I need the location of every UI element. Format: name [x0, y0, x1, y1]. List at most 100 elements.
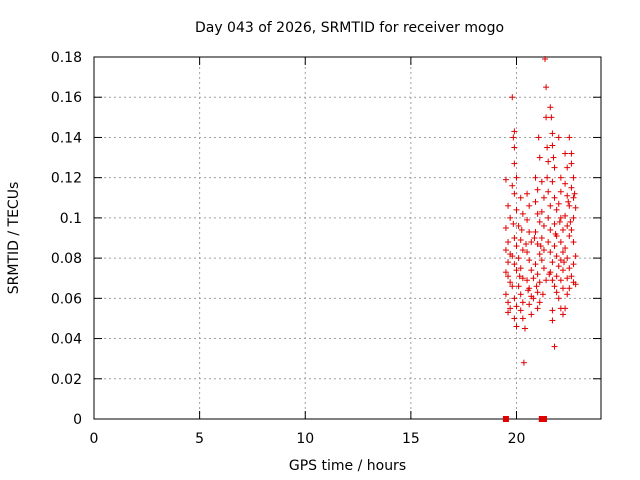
data-point: [568, 226, 575, 233]
data-point: [551, 283, 558, 290]
data-point: [516, 273, 523, 280]
data-point: [507, 214, 514, 221]
data-point: [556, 218, 563, 225]
ticks: [93, 56, 601, 420]
data-point: [533, 283, 540, 290]
data-point: [559, 285, 566, 292]
data-point: [505, 202, 512, 209]
data-point: [551, 343, 558, 350]
data-point: [526, 301, 533, 308]
data-point: [502, 247, 509, 254]
data-point: [517, 237, 524, 244]
data-point: [555, 263, 562, 270]
data-point: [505, 239, 512, 246]
data-point: [511, 295, 518, 302]
data-point: [521, 325, 528, 332]
y-tick-label: 0.08: [51, 251, 82, 267]
data-point: [518, 226, 525, 233]
data-point: [534, 241, 541, 248]
data-point: [511, 315, 518, 322]
data-point: [519, 299, 526, 306]
data-point: [519, 315, 526, 322]
data-point: [553, 206, 560, 213]
data-point: [537, 243, 544, 250]
data-point: [526, 202, 533, 209]
data-point: [532, 261, 539, 268]
data-point: [513, 243, 520, 250]
data-point: [557, 188, 564, 195]
data-point: [562, 245, 569, 252]
data-point: [538, 178, 545, 185]
data-point: [515, 222, 522, 229]
data-point: [511, 160, 518, 167]
data-point: [544, 174, 551, 181]
data-point: [564, 164, 571, 171]
data-point: [562, 180, 569, 187]
data-point: [553, 253, 560, 260]
y-tick-label: 0: [73, 412, 82, 428]
data-point: [509, 283, 516, 290]
x-axis-label: GPS time / hours: [289, 458, 406, 474]
data-point: [545, 158, 552, 165]
data-point: [524, 249, 531, 256]
data-point: [557, 174, 564, 181]
data-point: [564, 222, 571, 229]
data-point: [568, 184, 575, 191]
data-point: [570, 261, 577, 268]
y-tick-label: 0.1: [60, 211, 82, 227]
data-point: [538, 257, 545, 264]
data-point: [543, 114, 550, 121]
data-point: [545, 239, 552, 246]
data-point: [534, 271, 541, 278]
data-point: [564, 255, 571, 262]
data-point: [555, 200, 562, 207]
data-point: [551, 194, 558, 201]
data-point: [553, 273, 560, 280]
y-axis-label: SRMTID / TECUs: [6, 182, 22, 295]
data-point: [545, 188, 552, 195]
data-point: [549, 130, 556, 137]
data-point: [513, 206, 520, 213]
data-point: [570, 174, 577, 181]
data-point: [564, 192, 571, 199]
data-point: [502, 224, 509, 231]
data-point: [572, 253, 579, 260]
y-tick-label: 0.06: [51, 291, 82, 307]
data-point: [550, 154, 557, 161]
data-point: [549, 178, 556, 185]
data-point: [559, 226, 566, 233]
data-point: [513, 174, 520, 181]
data-point: [530, 295, 537, 302]
data-point: [564, 275, 571, 282]
data-point: [562, 212, 569, 219]
data-point: [538, 208, 545, 215]
data-point: [511, 235, 518, 241]
data-point: [532, 174, 539, 181]
y-tick-label: 0.02: [51, 372, 82, 388]
data-point: [513, 267, 520, 274]
data-point: [515, 283, 522, 290]
data-point: [505, 309, 512, 316]
data-point: [557, 277, 564, 284]
data-point: [513, 303, 520, 310]
data-point: [570, 239, 577, 246]
data-point: [551, 243, 558, 250]
data-point: [519, 210, 526, 217]
x-tick-label: 10: [296, 431, 314, 447]
data-point: [525, 287, 532, 294]
data-point: [557, 239, 564, 246]
data-point: [566, 134, 573, 141]
data-point: [549, 317, 556, 324]
data-point: [502, 291, 509, 298]
data-point: [535, 134, 542, 141]
data-point: [549, 259, 556, 266]
data-point: [562, 150, 569, 157]
data-point: [545, 214, 552, 221]
data-point: [540, 247, 547, 254]
data-point: [548, 114, 555, 121]
data-point-square: [540, 416, 547, 422]
data-point: [507, 279, 514, 286]
data-point: [547, 202, 554, 209]
x-tick-label: 15: [402, 431, 420, 447]
